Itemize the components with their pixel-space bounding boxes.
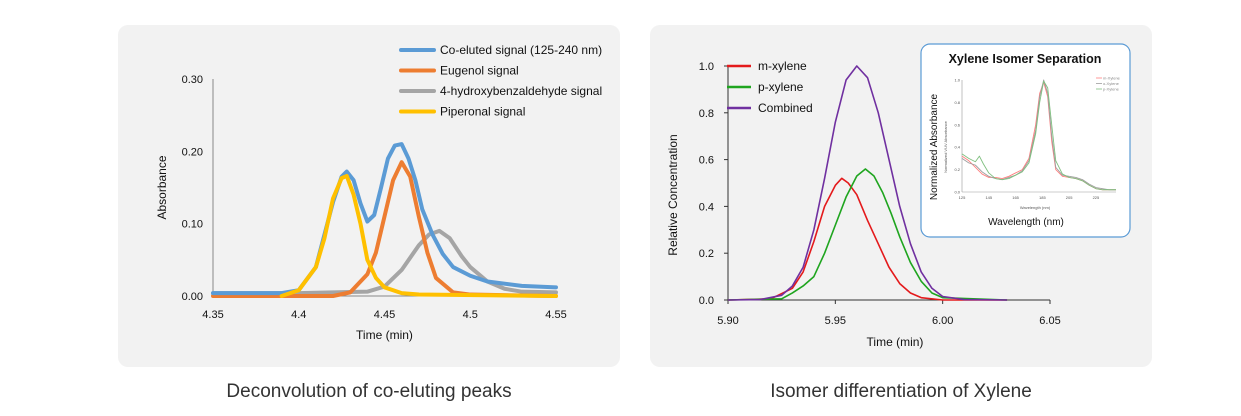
legend-label: Piperonal signal [440, 105, 525, 119]
inset-legend-label: o-Xylene [1103, 81, 1120, 86]
inset-y-axis-title: Normalized Absorbance [929, 93, 940, 200]
y-tick-label: 0.00 [182, 291, 203, 303]
inset-x-tick-label: 185 [1039, 195, 1046, 200]
legend-label: Eugenol signal [440, 64, 519, 78]
y-tick-label: 0.10 [182, 219, 203, 231]
y-tick-label: 0.6 [699, 155, 714, 167]
x-tick-label: 5.95 [825, 315, 846, 327]
inset-title: Xylene Isomer Separation [949, 52, 1102, 66]
inset-y-tick-label: 0.2 [954, 167, 960, 172]
legend-label: p-xylene [758, 80, 804, 94]
legend-label: Co-eluted signal (125-240 nm) [440, 43, 602, 57]
inset-y-tick-label: 0.4 [954, 145, 960, 150]
inset-y-tick-label: 0.0 [954, 190, 960, 195]
x-tick-label: 4.4 [291, 309, 306, 321]
inset-x-tick-label: 205 [1066, 195, 1073, 200]
x-tick-label: 6.05 [1039, 315, 1060, 327]
x-axis-title: Time (min) [356, 328, 413, 342]
y-tick-label: 0.2 [699, 248, 714, 260]
left-caption: Deconvolution of co-eluting peaks [226, 381, 512, 402]
x-tick-label: 4.45 [374, 309, 395, 321]
inset-y-tick-label: 0.6 [954, 122, 960, 127]
y-tick-label: 0.8 [699, 108, 714, 120]
y-axis-title: Relative Concentration [666, 134, 680, 255]
right-chart-panel: 0.0 0.2 0.4 0.6 0.8 1.0 5.90 5.95 6.00 6.05 Time (… [650, 25, 1152, 367]
x-tick-label: 4.55 [545, 309, 566, 321]
deconvolution-chart: 0.00 0.10 0.20 0.30 4.35 4.4 4.45 4.5 4.55 Time (… [155, 43, 602, 342]
inset-y-tick-label: 0.8 [954, 100, 960, 105]
inset-inner-x-title: Wavelength (nm) [1020, 205, 1051, 210]
y-tick-label: 0.0 [699, 295, 714, 307]
inset-inner-y-title: Normalized VUV Absorbance [943, 120, 948, 173]
series-line-m-xylene [727, 177, 1008, 301]
inset-y-tick-label: 1.0 [954, 78, 960, 83]
inset-x-tick-label: 225 [1093, 195, 1100, 200]
inset-x-axis-title: Wavelength (nm) [988, 217, 1064, 228]
x-axis-title: Time (min) [867, 335, 924, 349]
series-line-p-xylene [727, 168, 1008, 301]
inset-legend-label: m-Xylene [1103, 75, 1121, 80]
y-tick-label: 1.0 [699, 61, 714, 73]
xylene-chart: 0.0 0.2 0.4 0.6 0.8 1.0 5.90 5.95 6.00 6.05 Time (… [666, 43, 1131, 349]
inset-series-line-p-xylene [961, 80, 1116, 191]
inset-x-tick-label: 145 [985, 195, 992, 200]
inset-x-tick-label: 165 [1012, 195, 1019, 200]
legend-label: Combined [758, 101, 813, 115]
series-line-4-hydroxybenzaldehyde-signal [211, 228, 558, 296]
inset-legend-label: p-Xylene [1103, 86, 1120, 91]
x-tick-label: 5.90 [717, 315, 738, 327]
x-tick-label: 6.00 [932, 315, 953, 327]
legend-label: m-xylene [758, 59, 807, 73]
series-line-eugenol-signal [211, 160, 558, 298]
inset-frame [920, 43, 1131, 238]
y-tick-label: 0.20 [182, 146, 203, 158]
series-line-piperonal-signal [279, 173, 558, 298]
y-axis-title: Absorbance [155, 155, 169, 219]
inset-series-line-o-xylene [961, 79, 1116, 191]
y-tick-label: 0.30 [182, 74, 203, 86]
x-tick-label: 4.5 [463, 309, 478, 321]
left-chart-panel: 0.00 0.10 0.20 0.30 4.35 4.4 4.45 4.5 4.55 Time (… [118, 25, 620, 367]
legend-label: 4-hydroxybenzaldehyde signal [440, 84, 602, 98]
right-caption: Isomer differentiation of Xylene [770, 381, 1032, 402]
y-tick-label: 0.4 [699, 201, 714, 213]
x-tick-label: 4.35 [202, 309, 223, 321]
series-line-combined [727, 65, 1008, 301]
inset-x-tick-label: 125 [959, 195, 966, 200]
